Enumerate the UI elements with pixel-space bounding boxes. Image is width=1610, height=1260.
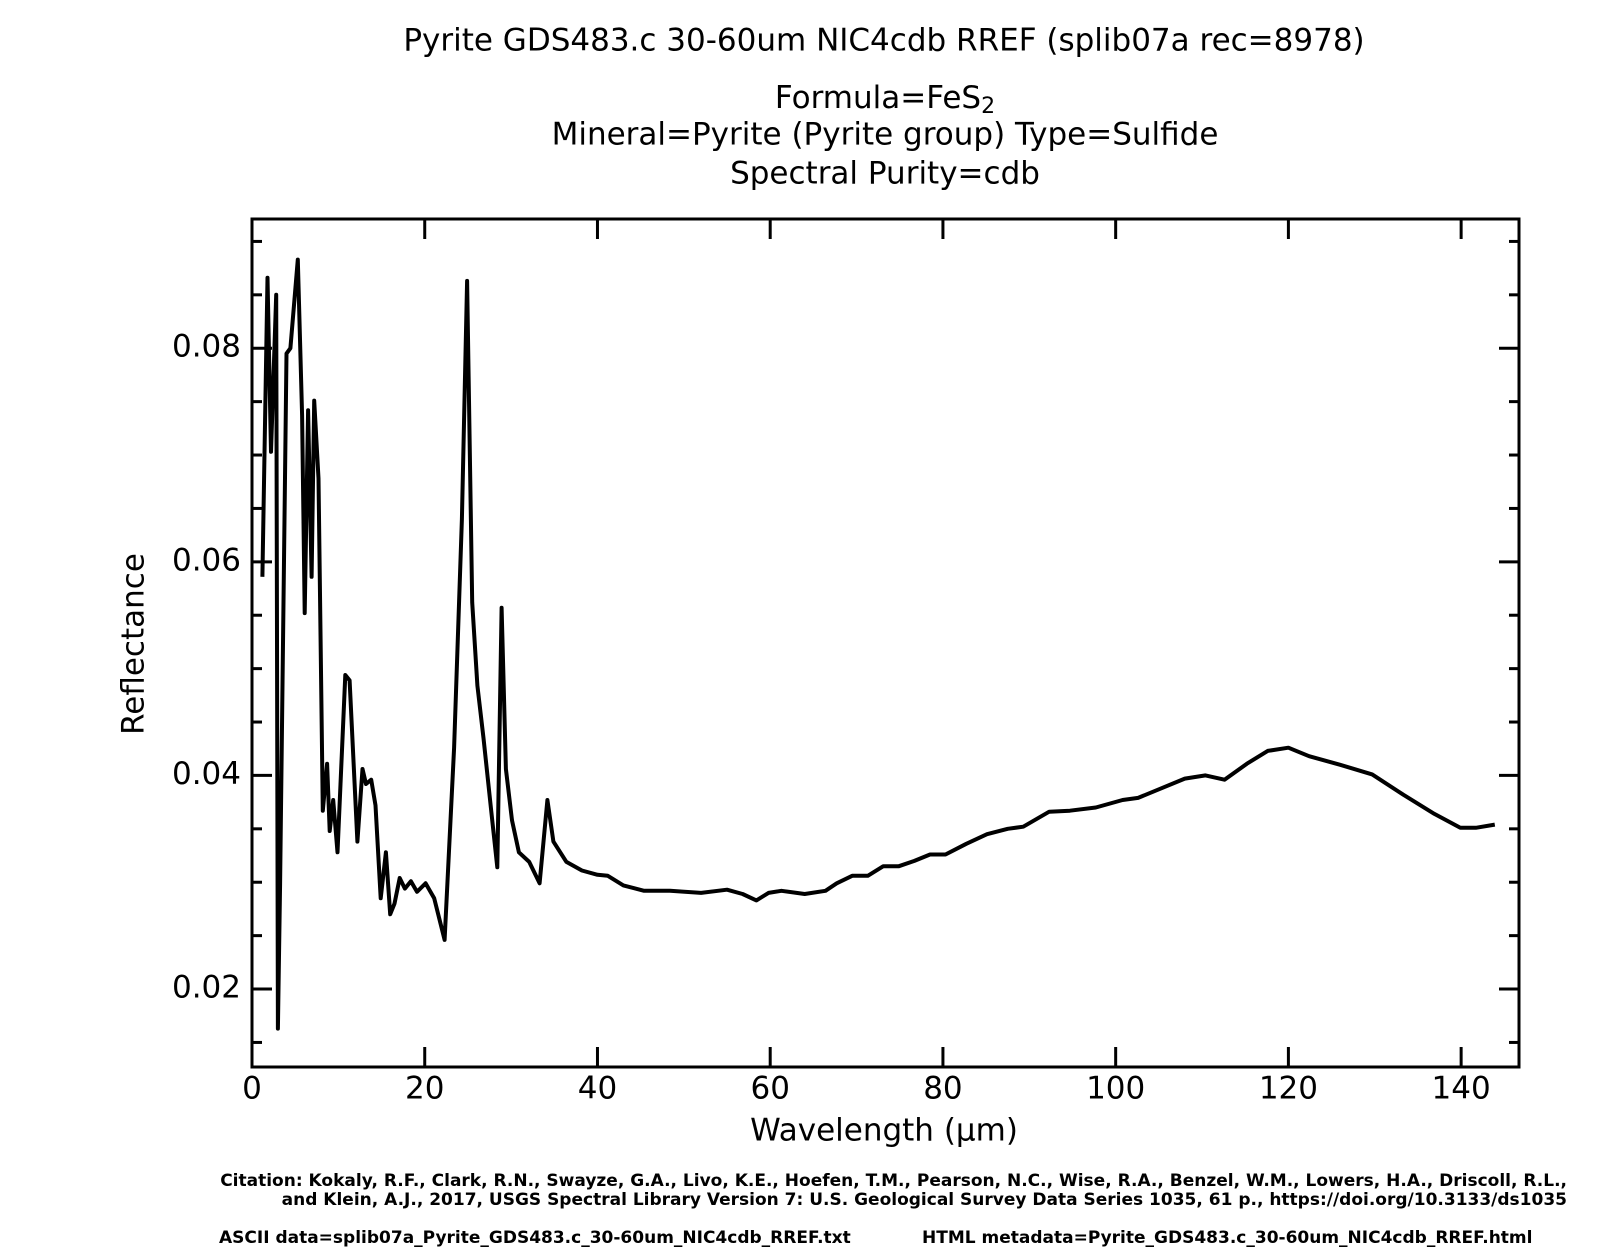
x-tick-label: 0 [242, 1071, 262, 1107]
formula-text: Formula=FeS [775, 80, 981, 116]
x-tick-label: 60 [750, 1071, 789, 1107]
formula: Formula=FeS2 [775, 80, 995, 120]
y-tick-label: 0.08 [172, 329, 241, 365]
x-tick-label: 140 [1432, 1071, 1491, 1107]
y-tick-label: 0.04 [172, 756, 241, 792]
html-metadata: HTML metadata=Pyrite_GDS483.c_30-60um_NI… [922, 1228, 1532, 1248]
y-axis-label: Reflectance [116, 553, 152, 735]
y-tick-label: 0.02 [172, 970, 241, 1006]
chart-title: Pyrite GDS483.c 30-60um NIC4cdb RREF (sp… [403, 23, 1364, 59]
x-tick-label: 40 [578, 1071, 617, 1107]
plot-frame [250, 217, 1521, 1069]
x-tick-label: 100 [1086, 1071, 1145, 1107]
ascii-data: ASCII data=splib07a_Pyrite_GDS483.c_30-6… [219, 1228, 851, 1248]
purity: Spectral Purity=cdb [730, 156, 1040, 192]
x-tick-label: 120 [1259, 1071, 1318, 1107]
x-tick-label: 80 [923, 1071, 962, 1107]
mineral: Mineral=Pyrite (Pyrite group) Type=Sulfi… [552, 117, 1219, 153]
citation: and Klein, A.J., 2017, USGS Spectral Lib… [282, 1190, 1567, 1210]
x-tick-label: 20 [405, 1071, 444, 1107]
spectrum-line [260, 257, 1496, 1031]
x-axis-label: Wavelength (µm) [750, 1113, 1018, 1149]
y-tick-label: 0.06 [172, 542, 241, 578]
citation: Citation: Kokaly, R.F., Clark, R.N., Swa… [220, 1171, 1567, 1191]
formula-subscript: 2 [981, 94, 995, 119]
